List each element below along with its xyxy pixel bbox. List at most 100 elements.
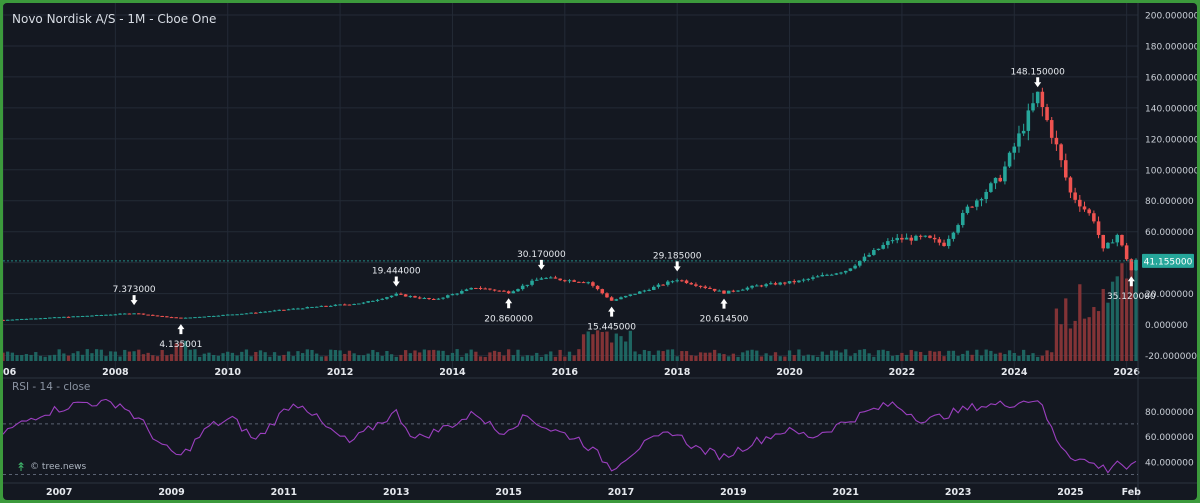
candle-body bbox=[591, 282, 595, 286]
candle-body bbox=[29, 318, 33, 320]
candle-body bbox=[52, 317, 57, 319]
volume-bar bbox=[989, 350, 993, 361]
candle-body bbox=[736, 290, 740, 292]
candle-body bbox=[1120, 234, 1124, 246]
volume-bar bbox=[1003, 354, 1007, 361]
volume-bar bbox=[193, 349, 197, 361]
candle-body bbox=[268, 311, 272, 313]
candle-body bbox=[614, 299, 619, 301]
candle-body bbox=[343, 304, 347, 306]
candle-body bbox=[66, 316, 71, 318]
candle-body bbox=[357, 303, 361, 305]
volume-bar bbox=[652, 354, 656, 361]
volume-bar bbox=[507, 349, 511, 361]
candle-body bbox=[506, 291, 511, 294]
candle-body bbox=[483, 288, 487, 290]
y-tick-label: 60.000000 bbox=[1145, 228, 1194, 238]
candle-body bbox=[478, 287, 483, 289]
volume-bar bbox=[478, 356, 483, 361]
candle-body bbox=[764, 284, 768, 287]
y-tick-label: 100.000000 bbox=[1145, 166, 1197, 176]
candle-body bbox=[773, 283, 778, 285]
volume-bar bbox=[188, 349, 192, 361]
candle-body bbox=[155, 315, 160, 317]
candle-body bbox=[750, 285, 754, 288]
candle-body bbox=[1049, 120, 1054, 138]
volume-bar bbox=[848, 356, 853, 361]
candle-body bbox=[375, 299, 380, 301]
candle-body bbox=[834, 273, 839, 275]
candle-body bbox=[600, 289, 605, 294]
candle-body bbox=[1082, 206, 1087, 210]
volume-bar bbox=[427, 350, 431, 361]
volume-bar bbox=[301, 353, 305, 361]
volume-bar bbox=[413, 350, 417, 361]
volume-bar bbox=[1129, 263, 1133, 361]
volume-bar bbox=[1096, 311, 1101, 361]
volume-bar bbox=[80, 354, 85, 361]
volume-bar bbox=[291, 356, 295, 361]
candle-body bbox=[328, 305, 333, 307]
volume-bar bbox=[469, 349, 473, 361]
volume-bar bbox=[965, 350, 970, 361]
volume-bar bbox=[713, 349, 717, 361]
volume-bar bbox=[1031, 353, 1035, 361]
volume-bar bbox=[385, 350, 389, 361]
volume-bar bbox=[628, 330, 632, 361]
candle-body bbox=[99, 315, 104, 317]
rsi-y-tick-label: 60.000000 bbox=[1145, 433, 1194, 443]
volume-bar bbox=[324, 356, 328, 361]
watermark-text: © tree.news bbox=[30, 462, 87, 472]
candle-body bbox=[797, 280, 801, 283]
candle-body bbox=[90, 315, 94, 317]
candle-body bbox=[347, 304, 352, 306]
candle-body bbox=[1073, 192, 1077, 200]
chart-title: Novo Nordisk A/S - 1M - Cboe One bbox=[12, 12, 217, 26]
volume-bar bbox=[371, 349, 375, 361]
volume-bar bbox=[727, 356, 731, 361]
volume-bar bbox=[315, 353, 319, 361]
candle-body bbox=[605, 293, 609, 298]
candle-body bbox=[539, 278, 544, 280]
chart-frame: 200.000000 180.000000 160.000000 140.000000… bbox=[3, 3, 1197, 500]
chart-canvas[interactable]: 200.000000 180.000000 160.000000 140.000000… bbox=[3, 3, 1197, 500]
candle-body bbox=[197, 316, 202, 318]
candle-body bbox=[647, 289, 651, 291]
candle-body bbox=[183, 317, 188, 319]
candle-body bbox=[1078, 199, 1082, 207]
candle-body bbox=[230, 314, 235, 316]
volume-bar bbox=[6, 351, 10, 361]
volume-bar bbox=[956, 355, 960, 361]
volume-bar bbox=[539, 356, 544, 361]
volume-bar bbox=[750, 349, 754, 361]
volume-bar bbox=[975, 349, 979, 361]
volume-bar bbox=[418, 352, 422, 361]
candle-body bbox=[577, 281, 581, 283]
volume-bar bbox=[563, 356, 567, 361]
volume-bar bbox=[48, 355, 52, 361]
candle-body bbox=[628, 294, 633, 296]
candle-body bbox=[858, 261, 862, 266]
arrow-up-icon bbox=[1127, 276, 1135, 287]
candle-body bbox=[525, 284, 530, 286]
candle-body bbox=[122, 313, 127, 315]
candle-body bbox=[76, 316, 80, 318]
arrow-up-icon bbox=[177, 324, 185, 335]
volume-bar bbox=[338, 350, 342, 361]
candle-body bbox=[141, 313, 146, 315]
volume-bar bbox=[525, 355, 529, 361]
candle-body bbox=[881, 244, 885, 249]
candle-body bbox=[1035, 91, 1040, 104]
candle-body bbox=[1124, 245, 1129, 260]
volume-bar bbox=[34, 352, 38, 361]
volume-bar bbox=[904, 354, 909, 361]
volume-bar bbox=[853, 353, 857, 361]
candle-body bbox=[1026, 110, 1031, 131]
volume-bar bbox=[408, 353, 412, 361]
volume-bar bbox=[689, 355, 693, 361]
volume-bar bbox=[361, 355, 366, 361]
candle-body bbox=[886, 241, 890, 245]
candle-body bbox=[876, 248, 881, 251]
volume-bar bbox=[595, 330, 600, 361]
volume-bar bbox=[394, 356, 398, 361]
